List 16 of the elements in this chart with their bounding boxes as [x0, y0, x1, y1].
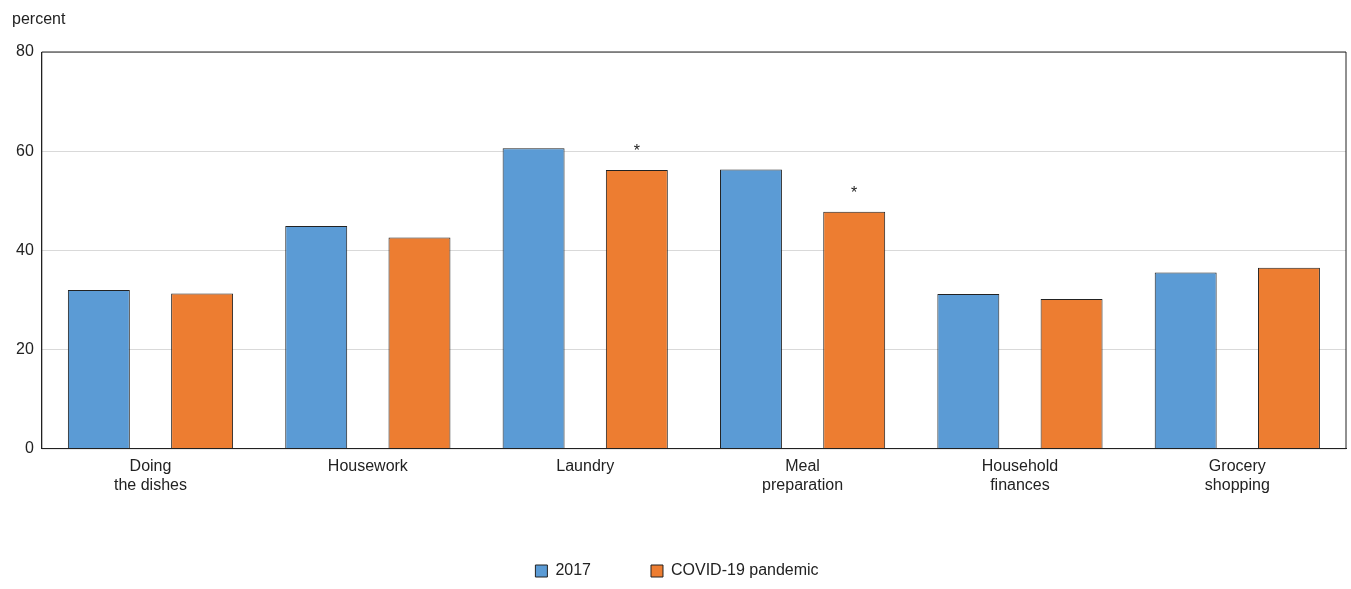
- y-tick-label: 20: [16, 339, 34, 357]
- legend-label: 2017: [555, 561, 592, 579]
- x-tick-label: Laundry: [556, 456, 615, 474]
- x-tick-label: Meal preparation: [762, 456, 844, 493]
- y-tick-label: 40: [16, 240, 34, 258]
- x-tick-label: Grocery shopping: [1204, 456, 1270, 493]
- y-tick-label: 0: [24, 439, 34, 457]
- x-tick-label: Doing the dishes: [114, 456, 187, 493]
- x-tick-label: Housework: [327, 456, 409, 474]
- data-label: *: [633, 142, 640, 160]
- y-tick-label: 60: [16, 141, 34, 159]
- y-tick-label: 80: [16, 42, 34, 60]
- data-label: *: [851, 184, 858, 202]
- y-axis-title: percent: [12, 10, 66, 28]
- x-tick-label: Household finances: [981, 456, 1059, 493]
- legend-label: COVID-19 pandemic: [670, 561, 819, 579]
